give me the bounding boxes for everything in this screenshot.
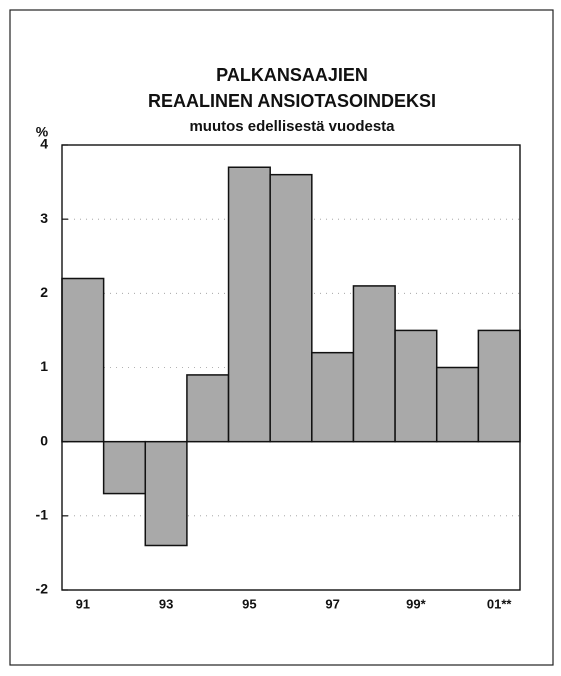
- y-tick-label: 0: [40, 432, 48, 448]
- y-tick-label: -2: [36, 581, 49, 597]
- y-tick-label: 3: [40, 210, 48, 226]
- y-tick-label: 2: [40, 284, 48, 300]
- x-tick-label: 99*: [406, 596, 426, 611]
- bar: [269, 173, 313, 443]
- bar: [477, 329, 521, 443]
- chart-title: PALKANSAAJIEN: [216, 65, 368, 85]
- chart-subtitle: muutos edellisestä vuodesta: [189, 118, 395, 135]
- bar: [311, 351, 355, 443]
- x-tick-label: 95: [242, 596, 256, 611]
- x-tick-label: 97: [325, 596, 339, 611]
- y-tick-label: 1: [40, 358, 48, 374]
- x-tick-label: 93: [159, 596, 173, 611]
- bar: [352, 285, 396, 443]
- chart-title: REAALINEN ANSIOTASOINDEKSI: [148, 91, 436, 111]
- bar: [61, 277, 105, 443]
- frame: [9, 9, 554, 666]
- y-tick-label: -1: [36, 507, 49, 523]
- x-tick-label: 01**: [487, 596, 513, 611]
- x-tick-label: 91: [76, 596, 90, 611]
- plot-frame: [61, 144, 521, 591]
- y-axis-label: %: [36, 124, 49, 140]
- bar: [186, 374, 230, 443]
- bar: [227, 166, 271, 443]
- y-tick-label: 4: [40, 136, 48, 152]
- bar: [102, 440, 147, 495]
- bar: [394, 329, 438, 443]
- bar: [435, 366, 480, 443]
- bar: [144, 440, 188, 547]
